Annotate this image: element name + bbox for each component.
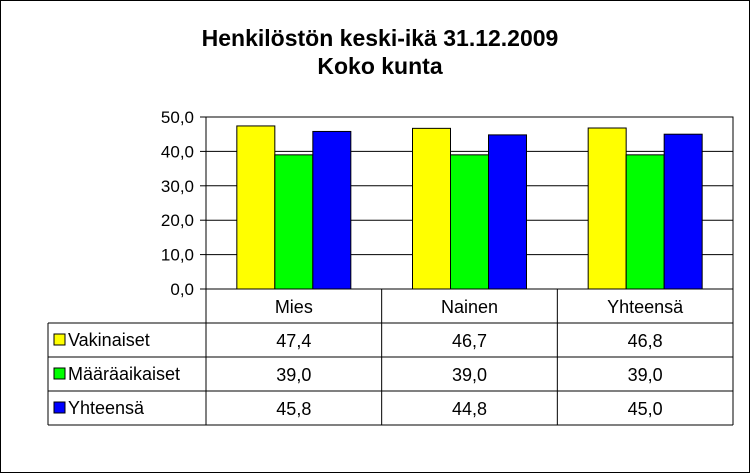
y-tick-label: 50,0 (161, 108, 194, 127)
bar-2-0 (587, 127, 627, 290)
category-label: Nainen (441, 297, 498, 317)
data-label: 45,0 (628, 399, 663, 419)
data-table: Mies Nainen Yhteensä Vakinaiset 47,4 46,7 46,8… (47, 289, 734, 426)
category-label: Yhteensä (607, 297, 684, 317)
data-label: 46,7 (452, 331, 487, 351)
chart-subtitle: Koko kunta (317, 53, 442, 79)
bar-1-1 (450, 154, 489, 290)
bar-2-1 (625, 154, 665, 290)
data-label: 45,8 (276, 399, 311, 419)
data-label: 47,4 (276, 331, 311, 351)
legend-key (53, 367, 66, 380)
legend-key (53, 333, 66, 346)
chart-title: Henkilöstön keski-ikä 31.12.2009 (202, 25, 559, 51)
y-tick-label: 0,0 (170, 280, 194, 299)
bar-2-2 (663, 133, 703, 290)
series-name: Yhteensä (68, 398, 145, 418)
y-tick-label: 30,0 (161, 177, 194, 196)
data-label: 39,0 (276, 365, 311, 385)
data-label: 46,8 (628, 331, 663, 351)
y-tick-label: 20,0 (161, 211, 194, 230)
bar-0-0 (236, 125, 276, 290)
y-tick-label: 40,0 (161, 142, 194, 161)
plot-area: 0,0 10,0 20,0 30,0 40,0 50,0 (161, 108, 734, 299)
category-label: Mies (275, 297, 313, 317)
series-name: Vakinaiset (68, 330, 150, 350)
legend-key (53, 401, 66, 414)
bar-0-2 (312, 130, 352, 290)
series-name: Määräaikaiset (68, 364, 180, 384)
data-label: 39,0 (452, 365, 487, 385)
bar-1-2 (488, 134, 527, 290)
bar-1-0 (412, 127, 451, 290)
data-label: 39,0 (628, 365, 663, 385)
bar-0-1 (274, 154, 314, 290)
data-label: 44,8 (452, 399, 487, 419)
y-tick-label: 10,0 (161, 246, 194, 265)
